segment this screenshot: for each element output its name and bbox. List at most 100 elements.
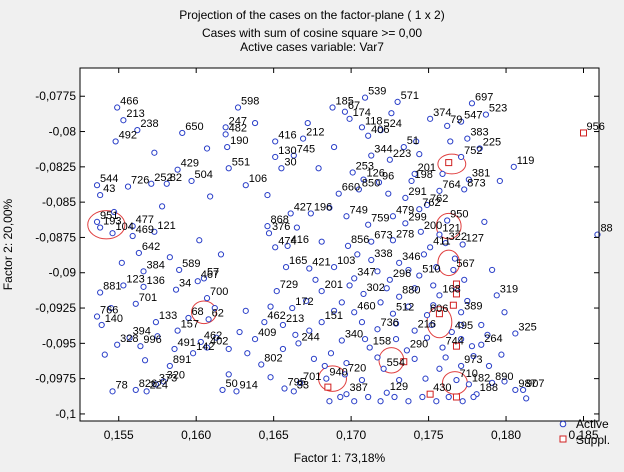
active-point-marker [292,331,299,338]
active-point-marker [97,224,104,231]
point-label: 495 [455,320,473,332]
point-label: 710 [459,368,477,380]
active-point-marker [427,115,434,122]
active-point-marker [174,327,181,334]
point-label: 402 [210,336,228,348]
point-label: 469 [136,224,154,236]
active-point-marker [420,251,428,258]
active-point-marker [290,152,297,159]
active-point-marker [355,186,362,193]
active-point-marker [368,152,375,159]
suppl-point-marker [452,290,460,298]
active-point-marker [380,365,387,372]
active-point-marker [346,115,353,122]
point-label: 598 [241,96,259,108]
active-point-marker [265,230,273,237]
suppl-point-marker [435,310,443,318]
active-point-marker [242,182,249,189]
y-tick-label: -0,0775 [35,89,76,103]
active-point-marker [233,388,240,395]
active-point-marker [110,208,118,216]
active-point-marker [267,303,274,310]
active-point-marker [284,242,291,250]
active-point-marker [236,328,243,336]
point-label: 973 [464,354,482,366]
active-point-marker [377,398,384,405]
point-label: 158 [373,336,391,348]
active-point-marker [383,285,390,292]
active-point-marker [171,345,178,353]
active-point-marker [433,263,440,271]
point-label: 510 [422,264,440,276]
point-label: 381 [472,168,490,180]
active-point-marker [349,169,356,176]
suppl-point-marker [400,358,408,366]
point-label: 416 [278,129,296,141]
active-point-marker [413,138,420,145]
active-point-marker [151,228,158,235]
active-point-marker [458,309,465,316]
point-label: 224 [150,379,168,391]
active-point-marker [137,343,144,350]
active-point-marker [151,149,158,156]
active-point-marker [464,297,471,305]
point-label: 244 [301,331,319,343]
active-point-marker [386,276,393,283]
point-label: 104 [116,221,134,233]
point-label: 136 [147,275,165,287]
point-label: 700 [210,286,228,298]
point-label: 252 [154,172,172,184]
active-point-marker [306,327,313,334]
active-point-marker [476,145,483,152]
active-point-marker [203,344,211,351]
legend-suppl-label: Suppl. [576,433,610,447]
active-point-marker [295,340,302,347]
active-point-marker [196,237,203,244]
active-point-marker [358,124,366,131]
active-point-marker [217,251,225,258]
active-point-marker [458,321,465,329]
active-point-marker [400,143,407,151]
suppl-point-marker [324,383,332,391]
active-point-marker [458,362,465,370]
active-point-marker [501,378,508,385]
plot-area [80,68,599,421]
active-point-marker [408,177,415,185]
point-label: 389 [464,300,482,312]
active-point-marker [272,153,279,161]
active-point-marker [444,122,451,129]
point-label: 185 [336,96,354,108]
active-point-marker [361,94,369,101]
active-point-marker [489,379,496,386]
y-tick-label: -0,0925 [35,301,76,315]
active-point-marker [392,320,400,327]
active-point-marker [485,362,493,370]
point-label: 201 [418,162,436,174]
active-point-marker [219,386,226,394]
active-point-marker [405,398,412,405]
point-label: 127 [466,233,484,245]
active-point-marker [386,156,393,163]
active-point-marker [318,319,325,326]
active-point-marker [374,326,381,333]
point-label: 762 [422,197,440,209]
point-label: 987 [518,378,536,390]
point-label: 302 [367,282,385,294]
point-label: 121 [157,220,175,232]
highlight-ellipse [435,212,462,240]
point-label: 914 [239,379,257,391]
active-point-marker [222,131,229,138]
active-point-marker [484,331,491,338]
active-point-marker [222,124,229,131]
active-point-marker [365,132,372,139]
active-point-marker [109,230,116,237]
x-axis: 0,155 0,160 0,165 0,170 0,175 0,180 0,185 [104,68,599,442]
point-label: 697 [475,91,493,103]
active-point-marker [478,321,485,329]
point-label: 344 [374,144,392,156]
point-label: 216 [418,319,436,331]
x-tick-label: 0,155 [104,428,134,442]
active-point-marker [396,259,403,266]
point-label: 247 [229,115,247,127]
point-label: 701 [139,292,157,304]
